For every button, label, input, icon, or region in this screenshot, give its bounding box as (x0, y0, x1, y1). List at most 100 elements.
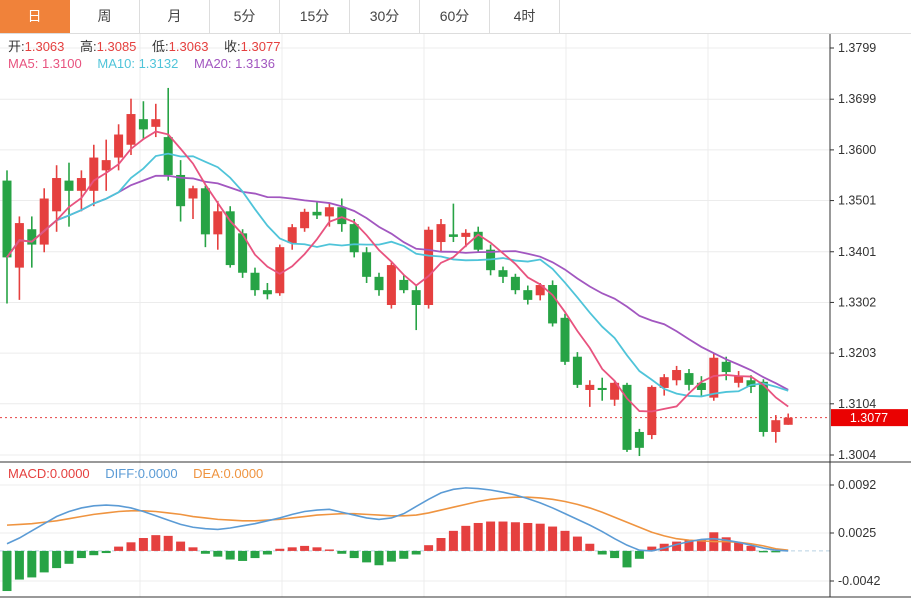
diff-pair: DIFF:0.0000 (105, 466, 178, 481)
candlestick-series (2, 87, 793, 457)
tab-30min[interactable]: 30分 (350, 0, 420, 33)
ma10-line (6, 152, 789, 398)
candle-60 (746, 380, 756, 387)
ma5-pair: MA5: 1.3100 (8, 56, 82, 71)
candle-56 (696, 382, 706, 390)
current-price-badge: 1.3077 (831, 409, 908, 427)
candle-5 (64, 180, 74, 191)
gridlines (0, 34, 830, 597)
ma10-pair: MA10: 1.3132 (97, 56, 179, 71)
macd-tick-label: 0.0092 (838, 478, 876, 492)
candle-51 (634, 431, 644, 448)
candle-34 (424, 229, 434, 305)
candle-48 (597, 387, 607, 390)
candle-27 (337, 207, 347, 225)
candle-42 (523, 290, 533, 300)
candle-13 (163, 137, 173, 175)
candle-25 (312, 211, 322, 216)
candle-59 (734, 376, 744, 383)
macd-tick-label: 0.0025 (838, 526, 876, 540)
candle-44 (548, 285, 558, 324)
price-axis-labels: 1.3799 1.3699 1.3600 1.3501 1.3401 1.3302 1.32… (830, 41, 876, 462)
candle-35 (436, 224, 446, 243)
ma20-line (6, 174, 789, 391)
timeframe-tabbar: 日 周 月 5分 15分 30分 60分 4时 (0, 0, 911, 34)
candle-17 (213, 211, 223, 235)
close-pair: 收:1.3077 (224, 39, 281, 54)
candle-46 (572, 356, 582, 385)
candle-29 (362, 252, 372, 277)
candle-16 (200, 188, 210, 235)
macd-header: MACD:0.0000 DIFF:0.0000 DEA:0.0000 (8, 466, 275, 481)
candle-53 (659, 377, 669, 388)
candle-33 (411, 290, 421, 305)
candle-24 (300, 211, 310, 229)
candle-22 (275, 247, 285, 294)
ma-line-header: MA5: 1.3100 MA10: 1.3132 MA20: 1.3136 (8, 55, 292, 72)
candle-45 (560, 317, 570, 362)
candle-12 (151, 119, 161, 127)
price-tick-label: 1.3203 (838, 346, 876, 360)
macd-histogram (2, 521, 781, 592)
price-tick-label: 1.3501 (838, 194, 876, 208)
dea-pair: DEA:0.0000 (193, 466, 264, 481)
price-tick-label: 1.3401 (838, 245, 876, 259)
tab-4hour[interactable]: 4时 (490, 0, 560, 33)
candle-37 (461, 232, 471, 237)
macd-pair: MACD:0.0000 (8, 466, 90, 481)
candle-4 (52, 178, 62, 212)
price-tick-label: 1.3302 (838, 295, 876, 309)
chart-canvas[interactable]: 1.3799 1.3699 1.3600 1.3501 1.3401 1.3302 1.32… (0, 33, 911, 599)
candle-0 (2, 180, 12, 258)
price-tick-label: 1.3600 (838, 143, 876, 157)
price-tick-label: 1.3104 (838, 397, 876, 411)
candle-11 (138, 119, 148, 130)
candle-26 (324, 207, 334, 217)
candle-55 (684, 373, 694, 385)
candle-32 (399, 279, 409, 291)
tab-month[interactable]: 月 (140, 0, 210, 33)
candle-7 (89, 157, 99, 191)
tab-week[interactable]: 周 (70, 0, 140, 33)
diff-line (6, 487, 789, 552)
candle-31 (386, 265, 396, 305)
price-tick-label: 1.3699 (838, 92, 876, 106)
ohlc-line: 开:1.3063 高:1.3085 低:1.3063 收:1.3077 (8, 38, 292, 55)
candle-58 (721, 361, 731, 373)
candle-57 (709, 357, 719, 398)
candle-30 (374, 276, 384, 291)
tab-day[interactable]: 日 (0, 0, 70, 33)
tab-60min[interactable]: 60分 (420, 0, 490, 33)
current-price-badge-value: 1.3077 (850, 411, 888, 425)
candle-28 (349, 224, 359, 253)
open-pair: 开:1.3063 (8, 39, 65, 54)
candle-21 (262, 290, 272, 295)
candle-47 (585, 384, 595, 390)
ma5-line (6, 130, 789, 413)
macd-axis-labels: 0.0092 0.0025 -0.0042 (830, 478, 880, 588)
price-tick-label: 1.3799 (838, 41, 876, 55)
candle-36 (448, 234, 458, 237)
ohlc-ma-header: 开:1.3063 高:1.3085 低:1.3063 收:1.3077 MA5:… (8, 38, 292, 72)
candle-23 (287, 227, 297, 244)
candle-50 (622, 384, 632, 450)
candle-61 (758, 381, 768, 432)
candle-6 (76, 178, 86, 191)
candle-1 (14, 223, 24, 268)
candle-18 (225, 211, 235, 266)
candle-15 (188, 188, 198, 199)
candle-20 (250, 272, 260, 291)
high-pair: 高:1.3085 (80, 39, 137, 54)
candle-19 (238, 233, 248, 273)
candle-38 (473, 231, 483, 250)
price-tick-label: 1.3004 (838, 448, 876, 462)
tab-5min[interactable]: 5分 (210, 0, 280, 33)
candle-10 (126, 114, 136, 145)
macd-tick-label: -0.0042 (838, 574, 880, 588)
tab-15min[interactable]: 15分 (280, 0, 350, 33)
candle-54 (672, 370, 682, 381)
ma20-pair: MA20: 1.3136 (193, 56, 275, 71)
y-axis (0, 34, 911, 598)
candle-49 (610, 382, 620, 400)
candle-2 (27, 229, 37, 245)
